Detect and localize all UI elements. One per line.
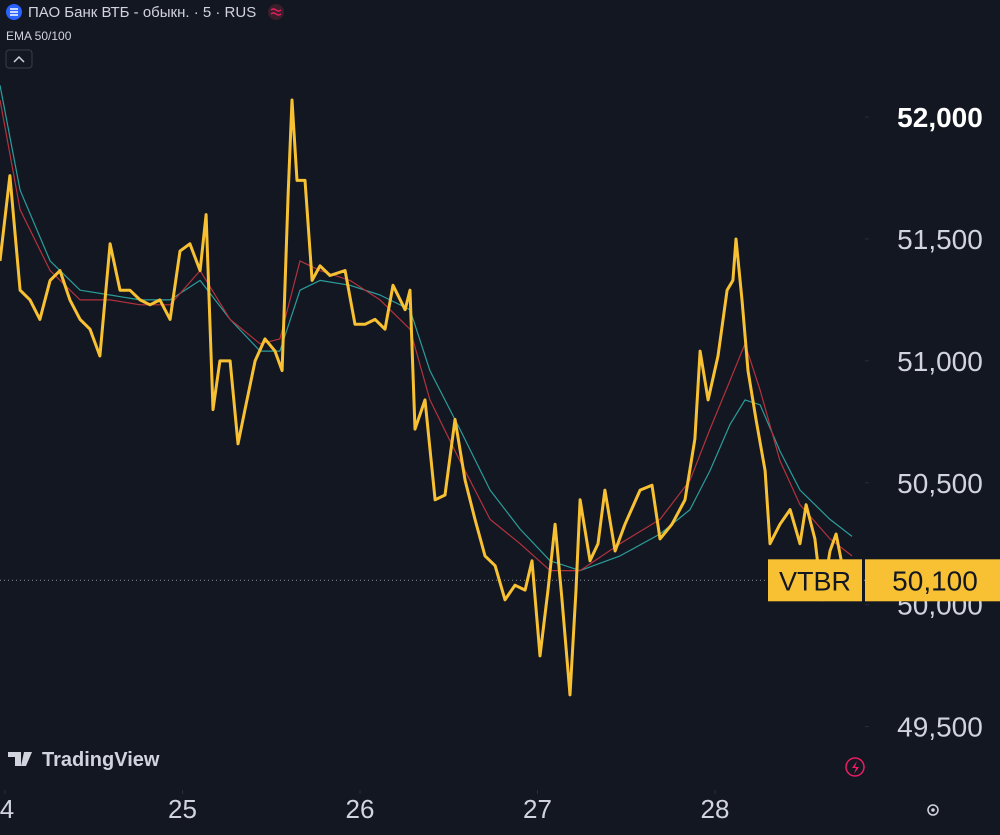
x-tick-label: 26 bbox=[346, 794, 375, 824]
x-tick-label: 25 bbox=[168, 794, 197, 824]
y-tick-label: 49,500 bbox=[897, 712, 983, 743]
watermark-text: TradingView bbox=[42, 749, 160, 771]
watermark-logo bbox=[8, 752, 32, 766]
chart-title: ПАО Банк ВТБ - обыкн. · 5 · RUS bbox=[28, 4, 256, 21]
collapse-button[interactable] bbox=[5, 49, 33, 69]
y-tick-label: 51,000 bbox=[897, 346, 983, 377]
symbol-logo-mark bbox=[10, 8, 18, 16]
status-icon-mark bbox=[270, 8, 282, 16]
x-tick-label: 4 bbox=[0, 794, 14, 824]
series-line bbox=[0, 85, 853, 572]
series-line bbox=[0, 98, 847, 697]
x-tick-label: 28 bbox=[701, 794, 730, 824]
price-tag-symbol: VTBR bbox=[779, 566, 851, 596]
settings-icon-center bbox=[931, 808, 935, 812]
plot-area bbox=[0, 85, 865, 697]
status-icon bbox=[268, 4, 284, 20]
alert-icon-mark bbox=[852, 761, 859, 774]
y-tick-label: 52,000 bbox=[897, 102, 983, 133]
indicator-label: EMA 50/100 bbox=[6, 29, 72, 43]
price-tag-symbol-box bbox=[768, 559, 862, 602]
price-tag-box bbox=[865, 559, 1000, 602]
x-tick-label: 27 bbox=[523, 794, 552, 824]
collapse-icon bbox=[13, 55, 25, 63]
alert-icon[interactable] bbox=[845, 757, 865, 777]
y-tick-label: 51,500 bbox=[897, 224, 983, 255]
y-tick-label: 50,500 bbox=[897, 468, 983, 499]
watermark: TradingView bbox=[8, 749, 160, 771]
price-tag-label: 50,100 bbox=[892, 565, 978, 596]
settings-icon[interactable] bbox=[927, 804, 939, 816]
